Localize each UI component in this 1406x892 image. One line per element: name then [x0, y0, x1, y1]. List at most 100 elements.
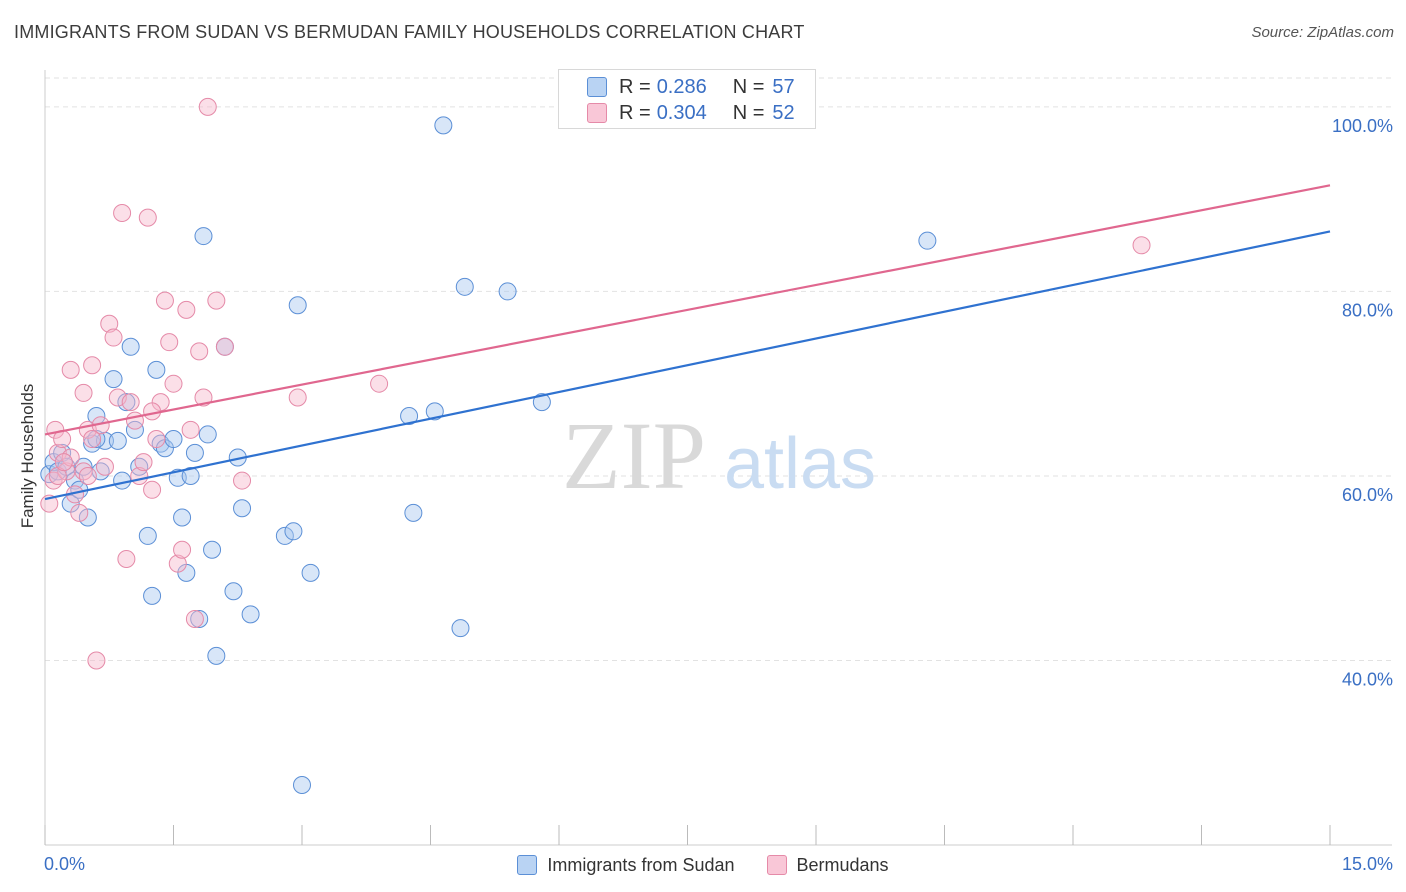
bermudan-point	[78, 466, 97, 485]
bermudan-point	[70, 503, 89, 522]
sudan-trend-line	[44, 230, 1331, 501]
sudan-point	[434, 116, 453, 135]
sudan-point	[138, 526, 157, 545]
sudan-point	[532, 393, 551, 412]
bermudan-point	[160, 333, 179, 352]
bermudan-point	[177, 300, 196, 319]
bermudan-point	[134, 453, 153, 472]
bermudan-point	[125, 411, 144, 430]
y-tick-label: 60.0%	[1342, 485, 1393, 505]
bottom-legend-label: Immigrants from Sudan	[547, 854, 735, 875]
sudan-point	[108, 431, 127, 450]
sudan-point	[143, 586, 162, 605]
bermudan-point	[87, 651, 106, 670]
bermudan-point	[233, 471, 252, 490]
bermudan-point	[95, 457, 114, 476]
x-tick-label: 15.0%	[1342, 854, 1393, 874]
axis-layer: 40.0% 60.0% 80.0% 100.0% 0.0% 15.0%	[44, 70, 1393, 874]
legend-swatch-pink	[587, 103, 607, 123]
bermudan-point	[155, 291, 174, 310]
sudan-point	[104, 370, 123, 389]
watermark-atlas: atlas	[724, 424, 876, 504]
sudan-point	[224, 582, 243, 601]
bermudan-point	[113, 204, 132, 223]
bermudan-point	[215, 337, 234, 356]
legend-n-label: N =	[732, 75, 765, 98]
bermudan-point	[185, 609, 204, 628]
sudan-point	[113, 471, 132, 490]
y-tick-label: 100.0%	[1332, 116, 1393, 136]
bermudan-point	[40, 494, 59, 513]
sudan-point	[455, 277, 474, 296]
legend-row-sudan: R = 0.286 N = 57	[587, 74, 848, 100]
sudan-point	[288, 296, 307, 315]
legend-r-label: R =	[619, 75, 651, 98]
sudan-point	[400, 406, 419, 425]
sudan-point	[498, 282, 517, 301]
sudan-point	[293, 776, 311, 795]
legend-box: R = 0.286 N = 57 R = 0.304 N = 52	[558, 69, 816, 129]
bermudan-point	[198, 97, 217, 116]
legend-n-label: N =	[732, 101, 765, 124]
y-tick-label: 80.0%	[1342, 300, 1393, 320]
bottom-legend: Immigrants from Sudan Bermudans	[0, 851, 1406, 879]
sudan-point	[233, 499, 252, 518]
sudan-point	[185, 443, 204, 462]
legend-r-value: 0.304	[656, 101, 707, 124]
grid-layer	[45, 77, 1392, 661]
bermudan-point	[54, 453, 73, 472]
bermudan-point	[164, 374, 183, 393]
legend-n-value: 57	[772, 75, 795, 98]
bermudan-trend-line	[44, 184, 1331, 436]
sudan-point	[173, 508, 192, 527]
bermudan-point	[147, 430, 166, 449]
sudan-point	[198, 425, 217, 444]
bermudan-point	[61, 360, 80, 379]
sudan-point	[275, 526, 294, 545]
sudan-point	[301, 563, 320, 582]
bottom-legend-label: Bermudans	[796, 854, 889, 875]
watermark: ZIP atlas	[562, 402, 876, 509]
chart-title: IMMIGRANTS FROM SUDAN VS BERMUDAN FAMILY…	[14, 22, 805, 42]
bermudan-point	[100, 314, 119, 333]
bermudan-point	[117, 549, 136, 568]
bermudan-point	[143, 480, 162, 499]
bermudan-point	[190, 342, 209, 361]
bermudan-point	[104, 328, 123, 347]
x-tick-label: 0.0%	[44, 854, 85, 874]
bermudan-point	[181, 420, 200, 439]
sudan-point	[181, 466, 200, 485]
sudan-point	[121, 337, 140, 356]
bermudan-point	[173, 540, 192, 559]
bermudan-point	[168, 554, 187, 573]
sudan-point	[190, 609, 209, 628]
watermark-zip: ZIP	[562, 402, 706, 509]
sudan-point	[78, 508, 97, 527]
sudan-point	[164, 430, 183, 449]
bermudan-point	[83, 356, 102, 375]
y-tick-label: 40.0%	[1342, 669, 1393, 689]
sudan-point	[74, 457, 93, 476]
sudan-point	[53, 443, 72, 462]
sudan-point	[147, 360, 166, 379]
source-label: Source: ZipAtlas.com	[1251, 24, 1394, 41]
bermudan-point	[74, 383, 93, 402]
legend-swatch-blue	[587, 77, 607, 97]
legend-n-value: 52	[772, 101, 795, 124]
trend-layer	[44, 184, 1331, 501]
sudan-point	[918, 231, 937, 250]
bermudan-point	[1132, 236, 1151, 255]
bermudan-point	[138, 208, 157, 227]
bermudan-point	[370, 374, 389, 393]
bottom-legend-swatch-blue	[517, 855, 538, 875]
bottom-legend-item-bermudans: Bermudans	[766, 854, 889, 876]
sudan-point	[207, 646, 226, 665]
sudan-point	[451, 619, 470, 638]
sudan-point	[284, 522, 303, 541]
bermudan-point	[143, 402, 162, 421]
bottom-legend-swatch-pink	[766, 855, 787, 875]
sudan-point	[194, 227, 213, 246]
sudan-point	[117, 393, 136, 412]
sudan-point	[404, 503, 423, 522]
